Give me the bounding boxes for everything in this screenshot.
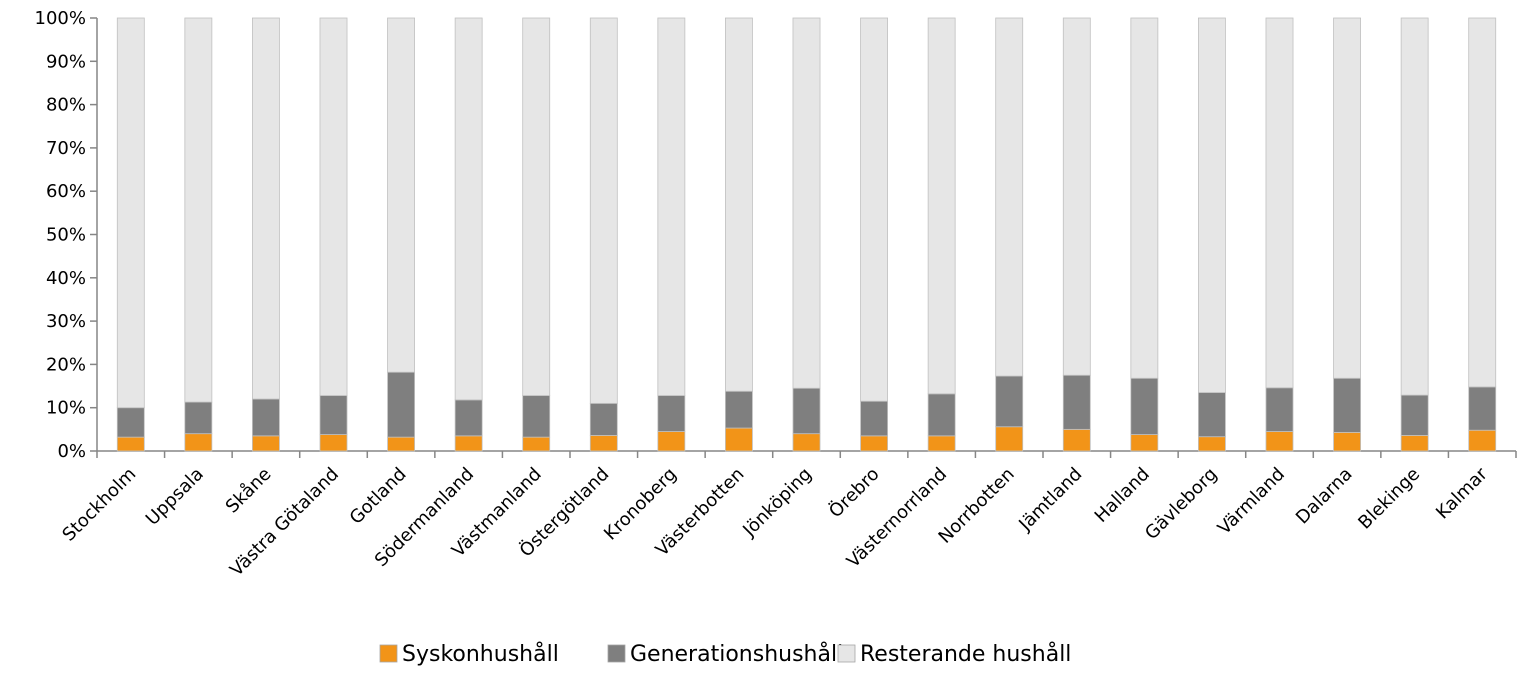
bar-segment: [116, 436, 145, 452]
y-tick-label: 70%: [46, 138, 86, 159]
bar-segment: [319, 434, 348, 452]
bar-segment: [1198, 17, 1226, 393]
bar-segment: [995, 375, 1024, 428]
x-axis: [96, 450, 1517, 458]
bar-segment: [1265, 431, 1294, 452]
x-tick-label: Jämtland: [1014, 464, 1086, 536]
bar-segment: [1130, 377, 1159, 435]
bar-segment: [589, 17, 618, 404]
bar-segment: [589, 435, 618, 452]
x-tick-label: Dalarna: [1292, 464, 1357, 529]
legend-swatch: [379, 644, 398, 663]
bar-segment: [1468, 386, 1497, 431]
bar-segment: [1400, 394, 1429, 436]
bar-segment: [387, 436, 415, 452]
bar-segment: [454, 399, 483, 437]
bar-segment: [184, 401, 213, 435]
y-axis: 0% 10% 20% 30% 40% 50% 60% 70% 80% 90% 100%: [35, 8, 98, 462]
y-tick-label: 60%: [46, 181, 86, 202]
bar-segment: [1062, 17, 1091, 376]
x-tick-label: Örebro: [824, 463, 883, 522]
y-tick-label: 0%: [57, 441, 86, 462]
bar-segment: [387, 371, 415, 438]
y-tick-label: 20%: [46, 354, 86, 375]
bar-segment: [1130, 17, 1159, 379]
bar-segment: [116, 407, 145, 438]
bar-segment: [1333, 17, 1361, 379]
bar-segment: [387, 17, 415, 373]
bar-segment: [184, 17, 213, 403]
bar-segment: [1265, 17, 1294, 389]
bar-segment: [792, 387, 821, 435]
bar-segment: [184, 433, 213, 452]
x-tick-label: Halland: [1091, 464, 1154, 527]
bar-segment: [927, 435, 956, 452]
bar-segment: [252, 17, 280, 400]
legend: Syskonhushåll Generationshushåll Resterand…: [379, 641, 1071, 667]
bar-segment: [657, 17, 686, 396]
bar-segment: [319, 17, 348, 396]
bar-segment: [995, 426, 1024, 452]
bar-segment: [589, 402, 618, 436]
bar-segment: [995, 17, 1024, 377]
bar-segment: [1468, 17, 1497, 388]
bar-segment: [454, 17, 483, 401]
bars: [116, 17, 1497, 452]
bar-segment: [792, 17, 821, 389]
bar-segment: [1400, 435, 1429, 452]
x-tick-label: Skåne: [222, 464, 276, 518]
x-tick-label: Gotland: [346, 464, 411, 529]
bar-segment: [1062, 428, 1091, 452]
bar-segment: [792, 433, 821, 452]
bar-segment: [860, 400, 888, 437]
x-tick-label: Blekinge: [1354, 464, 1424, 534]
y-tick-label: 100%: [35, 8, 86, 29]
y-tick-label: 50%: [46, 225, 86, 246]
bar-segment: [522, 436, 551, 452]
y-tick-label: 90%: [46, 51, 86, 72]
bar-segment: [725, 390, 753, 429]
bar-segment: [454, 435, 483, 452]
x-tick-label: Värmland: [1214, 464, 1289, 539]
x-tick-label: Jönköping: [738, 464, 816, 542]
x-tick-label: Gävleborg: [1141, 464, 1221, 544]
bar-segment: [1062, 374, 1091, 430]
legend-swatch: [607, 644, 626, 663]
y-tick-label: 40%: [46, 268, 86, 289]
x-tick-label: Uppsala: [142, 464, 208, 530]
bar-segment: [252, 435, 280, 452]
bar-segment: [1333, 431, 1361, 452]
legend-swatch: [837, 644, 856, 663]
bar-segment: [860, 17, 888, 402]
bar-segment: [1198, 436, 1226, 452]
bar-segment: [1333, 377, 1361, 433]
bar-segment: [252, 398, 280, 437]
bar-segment: [1468, 429, 1497, 452]
y-tick-label: 80%: [46, 95, 86, 116]
bar-segment: [860, 435, 888, 452]
bar-segment: [116, 17, 145, 409]
x-tick-label: Stockholm: [58, 464, 140, 546]
bar-segment: [319, 395, 348, 435]
bar-segment: [927, 17, 956, 395]
bar-segment: [927, 393, 956, 437]
x-tick-label: Kalmar: [1432, 463, 1492, 523]
bar-segment: [1130, 434, 1159, 452]
bar-segment: [1265, 387, 1294, 432]
bar-segment: [1198, 392, 1226, 438]
bar-segment: [1400, 17, 1429, 396]
bar-segment: [522, 17, 551, 396]
bar-segment: [725, 17, 753, 392]
bar-segment: [657, 395, 686, 432]
legend-label: Generationshushåll: [630, 641, 843, 667]
legend-label: Syskonhushåll: [402, 641, 559, 667]
bar-segment: [657, 431, 686, 452]
y-tick-label: 30%: [46, 311, 86, 332]
bar-segment: [522, 395, 551, 438]
bar-segment: [725, 427, 753, 452]
y-tick-label: 10%: [46, 398, 86, 419]
legend-label: Resterande hushåll: [860, 641, 1071, 667]
